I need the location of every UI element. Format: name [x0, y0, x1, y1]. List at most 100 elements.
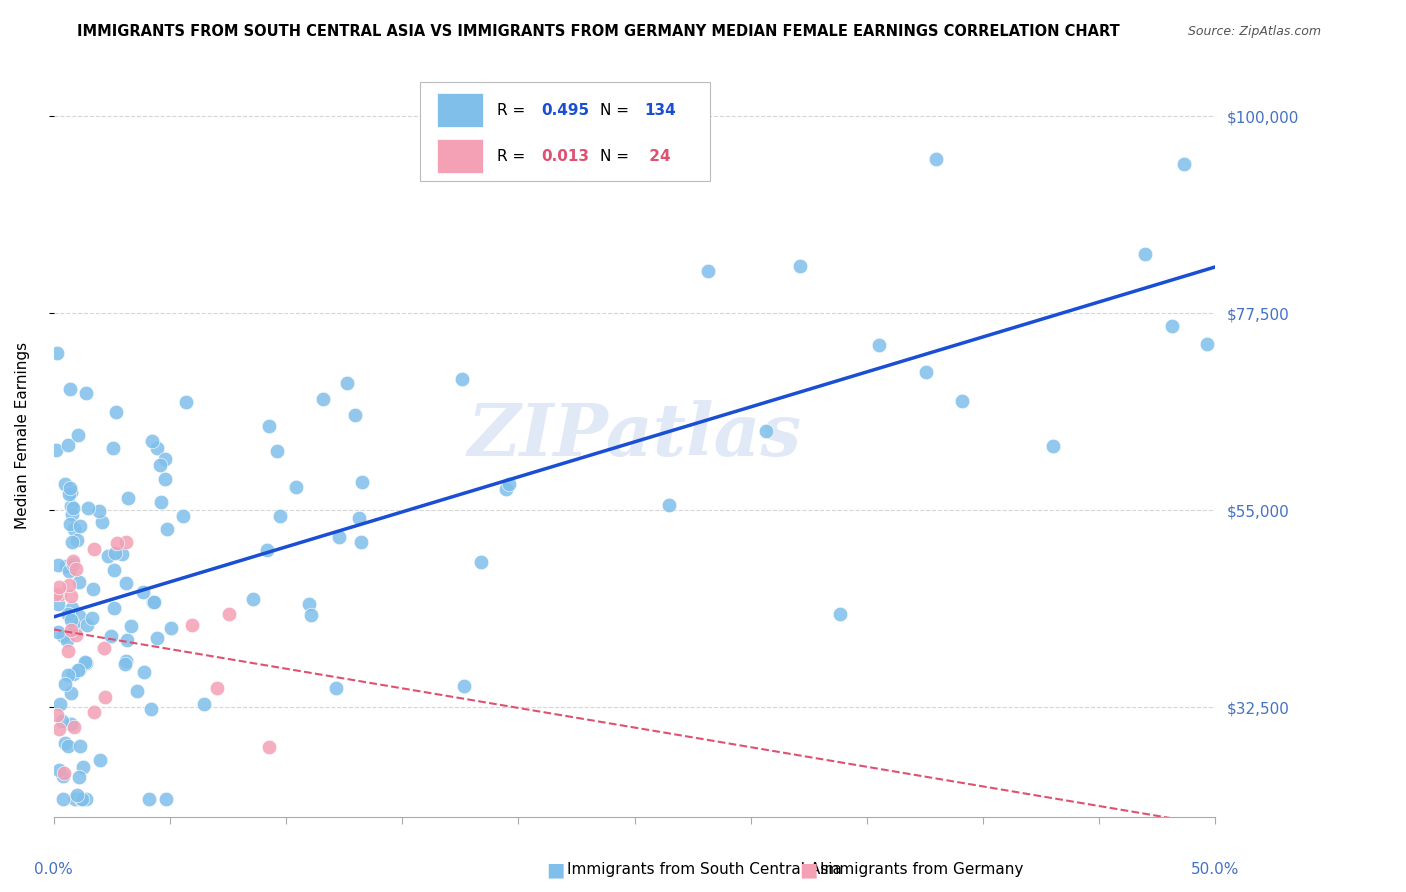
Point: [181, 618, 204, 632]
Point: [335, 376, 357, 391]
Point: [69, 518, 91, 533]
Point: [60, 601, 83, 615]
Point: [828, 607, 851, 622]
Point: [142, 595, 165, 609]
Point: [62, 522, 84, 536]
Text: Immigrants from Germany: Immigrants from Germany: [820, 863, 1024, 877]
Point: [259, 739, 281, 754]
Point: [101, 441, 124, 455]
Point: [104, 546, 127, 560]
Point: [66, 788, 89, 802]
Point: [55, 559, 77, 574]
Point: [67, 663, 90, 677]
Point: [755, 424, 778, 438]
Point: [90, 515, 112, 529]
Point: [1195, 336, 1218, 351]
FancyBboxPatch shape: [419, 82, 710, 181]
Point: [93, 640, 115, 655]
Point: [52, 792, 75, 806]
Point: [58, 564, 80, 578]
Point: [103, 600, 125, 615]
Point: [70, 792, 93, 806]
Point: [114, 534, 136, 549]
Point: [141, 702, 163, 716]
Point: [153, 451, 176, 466]
Point: [141, 434, 163, 449]
Point: [51, 714, 73, 728]
Point: [65, 533, 87, 547]
Point: [299, 608, 322, 623]
Text: Source: ZipAtlas.com: Source: ZipAtlas.com: [1188, 25, 1322, 37]
Point: [160, 621, 183, 635]
Point: [75, 655, 97, 669]
Point: [56, 607, 79, 621]
Point: [266, 443, 288, 458]
Point: [59, 517, 82, 532]
Point: [62, 666, 84, 681]
Point: [83, 705, 105, 719]
Point: [59, 382, 82, 396]
Point: [97, 549, 120, 563]
Point: [59, 484, 82, 499]
Point: [495, 483, 517, 497]
Point: [149, 458, 172, 472]
Point: [1042, 439, 1064, 453]
Point: [453, 680, 475, 694]
Point: [132, 585, 155, 599]
Point: [156, 522, 179, 536]
Point: [83, 542, 105, 557]
Point: [65, 562, 87, 576]
Point: [89, 752, 111, 766]
Text: Immigrants from South Central Asia: Immigrants from South Central Asia: [567, 863, 842, 877]
Text: IMMIGRANTS FROM SOUTH CENTRAL ASIA VS IMMIGRANTS FROM GERMANY MEDIAN FEMALE EARN: IMMIGRANTS FROM SOUTH CENTRAL ASIA VS IM…: [77, 24, 1121, 38]
Point: [62, 557, 84, 571]
Point: [111, 547, 134, 561]
Point: [146, 631, 169, 645]
Point: [257, 419, 280, 434]
Point: [174, 395, 197, 409]
Text: ZIPatlas: ZIPatlas: [467, 401, 801, 471]
Point: [70, 792, 93, 806]
Point: [58, 487, 80, 501]
Point: [155, 472, 177, 486]
Point: [120, 619, 142, 633]
Text: N =: N =: [600, 149, 634, 163]
Text: 0.495: 0.495: [541, 103, 589, 118]
Point: [53, 477, 76, 491]
Point: [60, 717, 83, 731]
Point: [45, 442, 67, 457]
Point: [80, 611, 103, 625]
Point: [343, 409, 366, 423]
Point: [45, 587, 67, 601]
Point: [284, 480, 307, 494]
Point: [193, 697, 215, 711]
Point: [67, 608, 90, 623]
Point: [125, 684, 148, 698]
Point: [312, 392, 335, 406]
Point: [789, 259, 811, 273]
Point: [1161, 318, 1184, 333]
Point: [207, 681, 229, 695]
Point: [69, 739, 91, 754]
Point: [66, 428, 89, 442]
Point: [115, 654, 138, 668]
Point: [952, 394, 974, 409]
Point: [62, 501, 84, 516]
Text: R =: R =: [498, 103, 530, 118]
Point: [269, 508, 291, 523]
Point: [60, 623, 83, 637]
Text: 50.0%: 50.0%: [1191, 863, 1240, 877]
Point: [256, 543, 278, 558]
FancyBboxPatch shape: [437, 93, 484, 128]
Text: 24: 24: [644, 149, 671, 163]
Point: [75, 385, 97, 400]
Point: [450, 372, 472, 386]
Point: [58, 739, 80, 754]
Point: [925, 152, 948, 166]
Point: [70, 792, 93, 806]
Point: [105, 536, 128, 550]
Point: [48, 722, 70, 736]
Point: [56, 438, 79, 452]
Point: [347, 510, 370, 524]
Point: [868, 337, 890, 351]
